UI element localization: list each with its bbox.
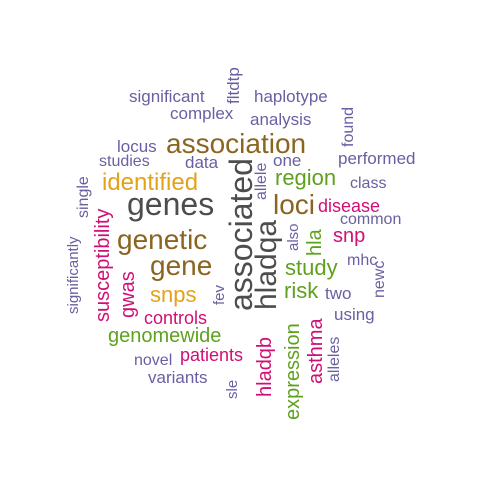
- word-also: also: [285, 223, 302, 251]
- word-gene: gene: [150, 250, 213, 281]
- word-class: class: [350, 175, 387, 192]
- word-data: data: [185, 153, 219, 172]
- word-expression: expression: [282, 323, 304, 420]
- word-found: found: [340, 106, 357, 147]
- word-variants: variants: [148, 368, 208, 387]
- word-fev: fev: [211, 284, 228, 305]
- word-novel: novel: [134, 352, 173, 369]
- word-common: common: [340, 211, 402, 228]
- word-genomewide: genomewide: [108, 325, 222, 347]
- word-snp: snp: [333, 225, 366, 247]
- word-hla: hla: [304, 229, 326, 256]
- word-haplotype: haplotype: [254, 87, 328, 106]
- word-region: region: [275, 165, 337, 190]
- word-sle: sle: [224, 379, 241, 399]
- word-controls: controls: [144, 308, 208, 328]
- word-patients: patients: [180, 345, 244, 365]
- word-mhc: mhc: [347, 252, 378, 269]
- word-genetic: genetic: [117, 224, 208, 255]
- word-fltdtp: fltdtp: [224, 67, 243, 104]
- word-loci: loci: [273, 189, 316, 220]
- word-alleles: alleles: [326, 336, 343, 382]
- word-significant: significant: [129, 87, 205, 106]
- word-disease: disease: [318, 196, 381, 216]
- word-association: association: [166, 128, 307, 159]
- word-using: using: [334, 305, 375, 324]
- word-identified: identified: [102, 169, 199, 196]
- word-studies: studies: [99, 153, 150, 170]
- word-asthma: asthma: [305, 318, 327, 384]
- word-genes: genes: [127, 186, 215, 222]
- word-locus: locus: [117, 137, 157, 156]
- word-risk: risk: [284, 278, 319, 303]
- word-analysis: analysis: [250, 110, 312, 129]
- word-performed: performed: [338, 149, 416, 168]
- word-gwas: gwas: [117, 271, 139, 318]
- word-susceptibility: susceptibility: [92, 208, 114, 322]
- word-significantly: significantly: [65, 236, 82, 314]
- word-single: single: [75, 176, 92, 218]
- word-newc: newc: [371, 260, 388, 298]
- word-hladqa: hladqa: [250, 219, 283, 310]
- word-snps: snps: [150, 282, 197, 307]
- word-hladqb: hladqb: [254, 336, 276, 397]
- word-one: one: [273, 151, 302, 170]
- word-two: two: [325, 284, 352, 303]
- word-study: study: [285, 255, 338, 280]
- word-complex: complex: [170, 104, 234, 123]
